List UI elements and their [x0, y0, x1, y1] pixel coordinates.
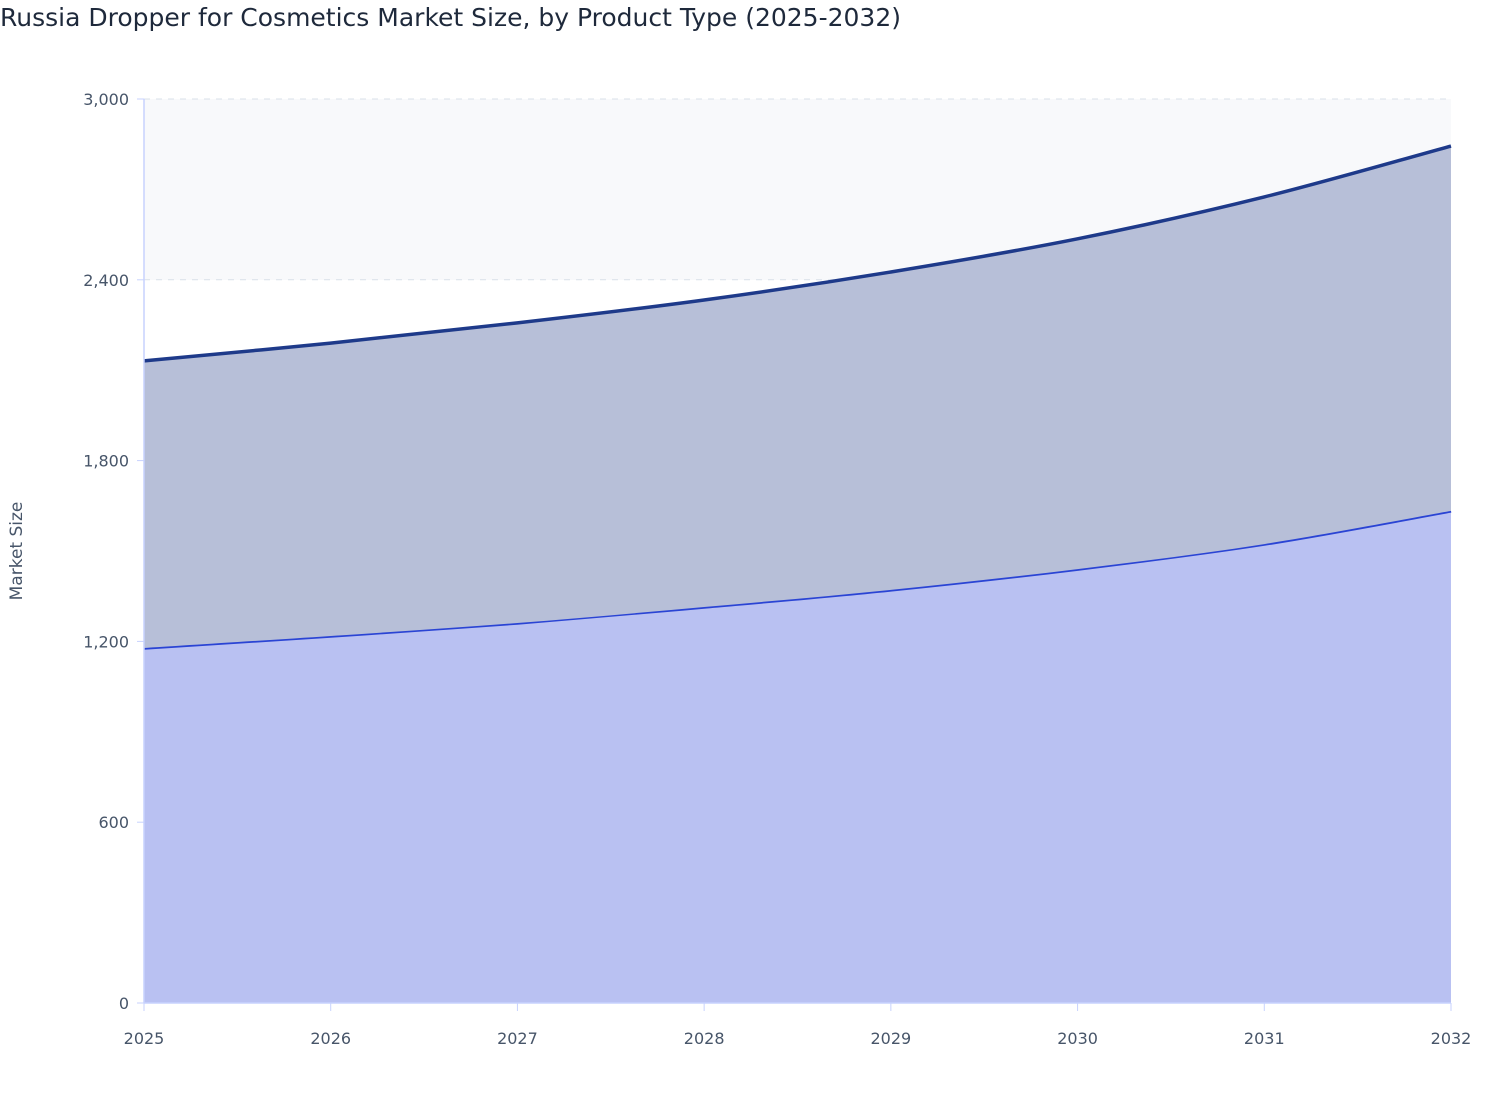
chart-title: Russia Dropper for Cosmetics Market Size… — [0, 3, 901, 32]
series-2-area — [144, 146, 1451, 649]
y-tick-label: 2,400 — [83, 271, 129, 290]
x-tick-label: 2025 — [124, 1029, 165, 1048]
y-axis-label: Market Size — [7, 502, 27, 601]
series-1-area — [144, 510, 1451, 1003]
x-tick-label: 2027 — [497, 1029, 538, 1048]
y-tick-label: 3,000 — [83, 90, 129, 109]
y-tick-label: 600 — [98, 813, 129, 832]
x-tick-label: 2026 — [310, 1029, 351, 1048]
y-tick-label: 0 — [119, 994, 129, 1013]
x-tick-label: 2029 — [870, 1029, 911, 1048]
y-tick-label: 1,800 — [83, 452, 129, 471]
x-tick-label: 2031 — [1244, 1029, 1285, 1048]
x-tick-label: 2028 — [684, 1029, 725, 1048]
y-tick-label: 1,200 — [83, 632, 129, 651]
series-2-line — [143, 144, 1452, 363]
x-tick-label: 2030 — [1057, 1029, 1098, 1048]
x-tick-label: 2032 — [1431, 1029, 1472, 1048]
